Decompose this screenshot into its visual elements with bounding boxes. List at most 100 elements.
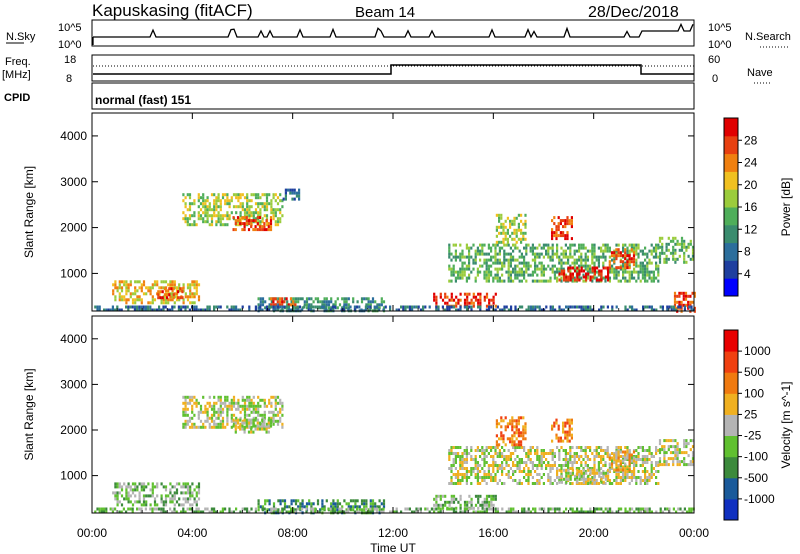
cell: [173, 305, 176, 309]
cell: [459, 446, 462, 449]
cell: [349, 507, 352, 511]
cell: [626, 260, 629, 264]
cell: [116, 494, 119, 498]
cell: [112, 289, 115, 293]
cell: [559, 436, 562, 440]
cell: [483, 479, 486, 482]
cell: [487, 476, 490, 479]
cell: [481, 449, 484, 452]
cell: [586, 255, 589, 259]
cell: [290, 510, 293, 514]
cell: [171, 485, 174, 489]
cell: [382, 507, 385, 511]
cell: [659, 305, 662, 309]
cell: [617, 251, 620, 255]
cell: [661, 242, 664, 246]
cell: [193, 283, 196, 287]
cell: [685, 439, 688, 443]
cell: [582, 467, 585, 470]
cell: [509, 234, 512, 238]
cell: [352, 508, 355, 512]
cell: [483, 476, 486, 479]
cell: [226, 404, 229, 408]
cell: [538, 252, 541, 256]
cell: [573, 264, 576, 268]
cell: [237, 398, 240, 402]
cell: [635, 482, 638, 485]
cell: [217, 410, 220, 414]
cell: [522, 231, 525, 235]
cell: [118, 298, 121, 302]
cell: [118, 280, 121, 284]
cell: [687, 254, 690, 258]
cell: [294, 306, 298, 310]
cell: [226, 217, 229, 221]
cell: [661, 248, 664, 252]
x-axis-title: Time UT: [370, 541, 416, 554]
cell: [585, 275, 588, 279]
cell: [276, 202, 280, 206]
colorbar-frame: [723, 329, 739, 521]
cell: [120, 286, 124, 290]
cell: [236, 421, 240, 425]
cell: [522, 437, 525, 441]
cell: [250, 425, 253, 429]
cell: [301, 306, 304, 310]
cell: [237, 308, 240, 312]
cell: [557, 234, 560, 238]
cell: [628, 453, 631, 457]
cell: [520, 416, 523, 420]
cell: [520, 434, 523, 438]
cell: [459, 482, 462, 485]
cell: [542, 473, 545, 476]
cell: [195, 491, 198, 495]
cell: [277, 297, 280, 301]
cell: [600, 308, 603, 312]
cell: [507, 252, 510, 256]
cell: [206, 199, 209, 203]
cell: [650, 308, 653, 312]
cell: [495, 419, 498, 423]
cell: [560, 252, 563, 256]
cell: [595, 452, 598, 455]
cell: [221, 507, 224, 511]
cell: [140, 482, 143, 486]
cell: [277, 508, 280, 512]
cell: [226, 211, 229, 215]
cell: [691, 300, 694, 304]
cell: [235, 196, 238, 200]
cell: [463, 267, 466, 271]
cell: [219, 425, 222, 429]
cell: [580, 476, 583, 479]
cell: [282, 197, 285, 201]
cell: [608, 479, 611, 482]
cell: [611, 452, 614, 455]
cell: [646, 461, 649, 464]
cell: [254, 202, 258, 206]
cell: [331, 308, 334, 312]
cell: [258, 421, 262, 425]
cell: [188, 416, 192, 420]
cell: [439, 503, 442, 507]
cell: [521, 305, 524, 309]
cell: [600, 458, 603, 461]
cell: [604, 258, 607, 262]
cell: [149, 507, 152, 511]
cell: [534, 464, 537, 467]
cell: [182, 410, 185, 414]
cell: [607, 272, 610, 276]
cell: [269, 219, 273, 223]
nave-tick-top: 60: [708, 54, 720, 66]
cell: [510, 507, 513, 511]
cell: [184, 292, 187, 296]
cell: [628, 264, 631, 268]
cell: [454, 455, 457, 458]
cell: [261, 398, 264, 402]
cell: [247, 421, 251, 425]
cell: [483, 261, 486, 265]
cell: [485, 276, 488, 280]
cell: [514, 458, 517, 461]
cell: [248, 217, 251, 221]
cell: [514, 258, 517, 262]
cell: [593, 252, 596, 256]
